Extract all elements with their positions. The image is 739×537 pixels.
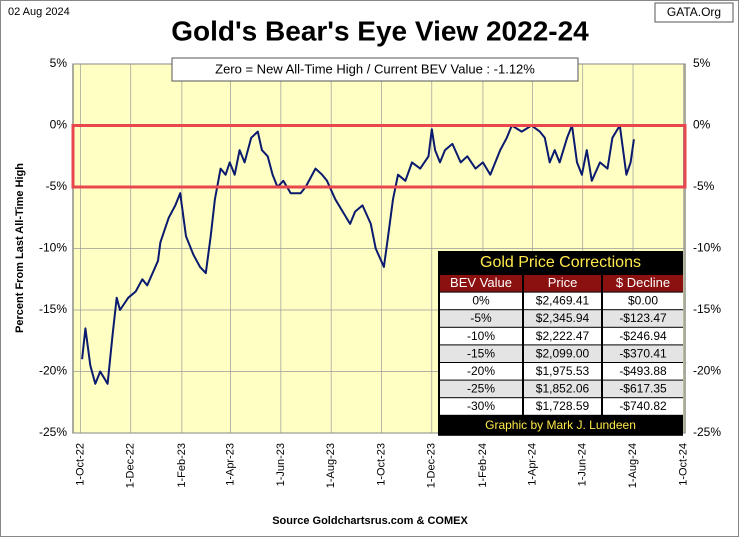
y2-tick-label: 5% [693,56,711,70]
x-tick-label: 1-Dec-23 [426,443,438,488]
x-tick-label: 1-Oct-23 [375,443,387,486]
table-cell [603,398,683,415]
table-cell-text: $1,852.06 [536,382,590,396]
table-cell [440,310,522,327]
table-cell-text: -$617.35 [619,382,667,396]
x-tick-label: 1-Apr-23 [224,443,236,486]
table-header: Price [548,275,578,290]
table-header-cell [524,275,601,292]
table-footer: Graphic by Mark J. Lundeen [485,418,636,432]
table-cell-text: -$246.94 [619,329,667,343]
y-tick-label: 0% [50,118,68,132]
table-cell [603,345,683,362]
table-header: BEV Value [450,275,512,290]
x-tick-label: 1-Oct-24 [677,443,689,486]
table-cell-text: $2,345.94 [536,311,590,325]
table-cell-text: -10% [467,329,495,343]
x-tick-label: 1-Jun-24 [577,443,589,486]
table-cell [524,398,601,415]
table-cell-text: -25% [467,382,495,396]
y-tick-label: -10% [39,241,67,255]
table-cell-text: $2,099.00 [536,346,590,360]
table-cell-text: -$123.47 [619,311,667,325]
table-cell-text: -30% [467,399,495,413]
table-cell [524,380,601,398]
y2-tick-label: -5% [693,179,715,193]
table-cell-text: -5% [470,311,492,325]
annotation: Zero = New All-Time High / Current BEV V… [215,61,535,76]
date-label: 02 Aug 2024 [8,6,70,18]
x-tick-label: 1-Aug-24 [627,443,639,488]
table-cell [603,292,683,310]
y-tick-label: -20% [39,364,67,378]
table-cell [440,345,522,362]
table-cell-text: $1,975.53 [536,364,590,378]
table-cell-text: -$370.41 [619,346,667,360]
site-box [654,2,734,23]
table-cell [524,363,601,380]
table-cell-text: $2,222.47 [536,329,590,343]
source: Source Goldchartsrus.com & COMEX [272,515,468,527]
table-cell [440,327,522,345]
table-cell-text: $1,728.59 [536,399,590,413]
y-tick-label: -15% [39,302,67,316]
y-tick-label: 5% [50,56,68,70]
x-tick-label: 1-Aug-23 [325,443,337,488]
table-cell [440,292,522,310]
y-axis-label: Percent From Last All-Time High [14,163,26,333]
x-tick-label: 1-Jun-23 [275,443,287,486]
table-cell [603,380,683,398]
x-tick-label: 1-Oct-22 [74,443,86,486]
y2-tick-label: -15% [693,302,721,316]
table-cell [440,380,522,398]
table-cell [524,345,601,362]
y2-tick-label: 0% [693,118,711,132]
table-cell-text: $2,469.41 [536,294,590,308]
table-cell [524,310,601,327]
table-cell [440,363,522,380]
y2-tick-label: -25% [693,425,721,439]
table-header: $ Decline [616,275,670,290]
table-header-cell [603,275,683,292]
x-tick-label: 1-Dec-22 [125,443,137,488]
site-label: GATA.Org [667,5,721,19]
y2-tick-label: -10% [693,241,721,255]
highlight-band [71,124,687,189]
x-tick-label: 1-Feb-24 [477,443,489,488]
table-cell-text: 0% [472,294,490,308]
table-cell-text: -20% [467,364,495,378]
table-cell-text: -15% [467,346,495,360]
chart-title: Gold's Bear's Eye View 2022-24 [171,15,589,46]
table-cell [440,398,522,415]
table-cell [603,327,683,345]
x-tick-label: 1-Apr-24 [526,443,538,486]
line [81,124,635,385]
y-tick-label: -25% [39,425,67,439]
table-title: Gold Price Corrections [480,254,641,271]
x-tick-label: 1-Feb-23 [176,443,188,488]
table-cell-text: -$740.82 [619,399,667,413]
y-tick-label: -5% [46,179,68,193]
table-header-cell [440,275,522,292]
table-cell [603,310,683,327]
table-cell [524,292,601,310]
table-cell [524,327,601,345]
table-cell [603,363,683,380]
table-cell-text: $0.00 [628,294,658,308]
table-cell-text: -$493.88 [619,364,667,378]
y2-tick-label: -20% [693,364,721,378]
annotation-box [171,57,579,82]
